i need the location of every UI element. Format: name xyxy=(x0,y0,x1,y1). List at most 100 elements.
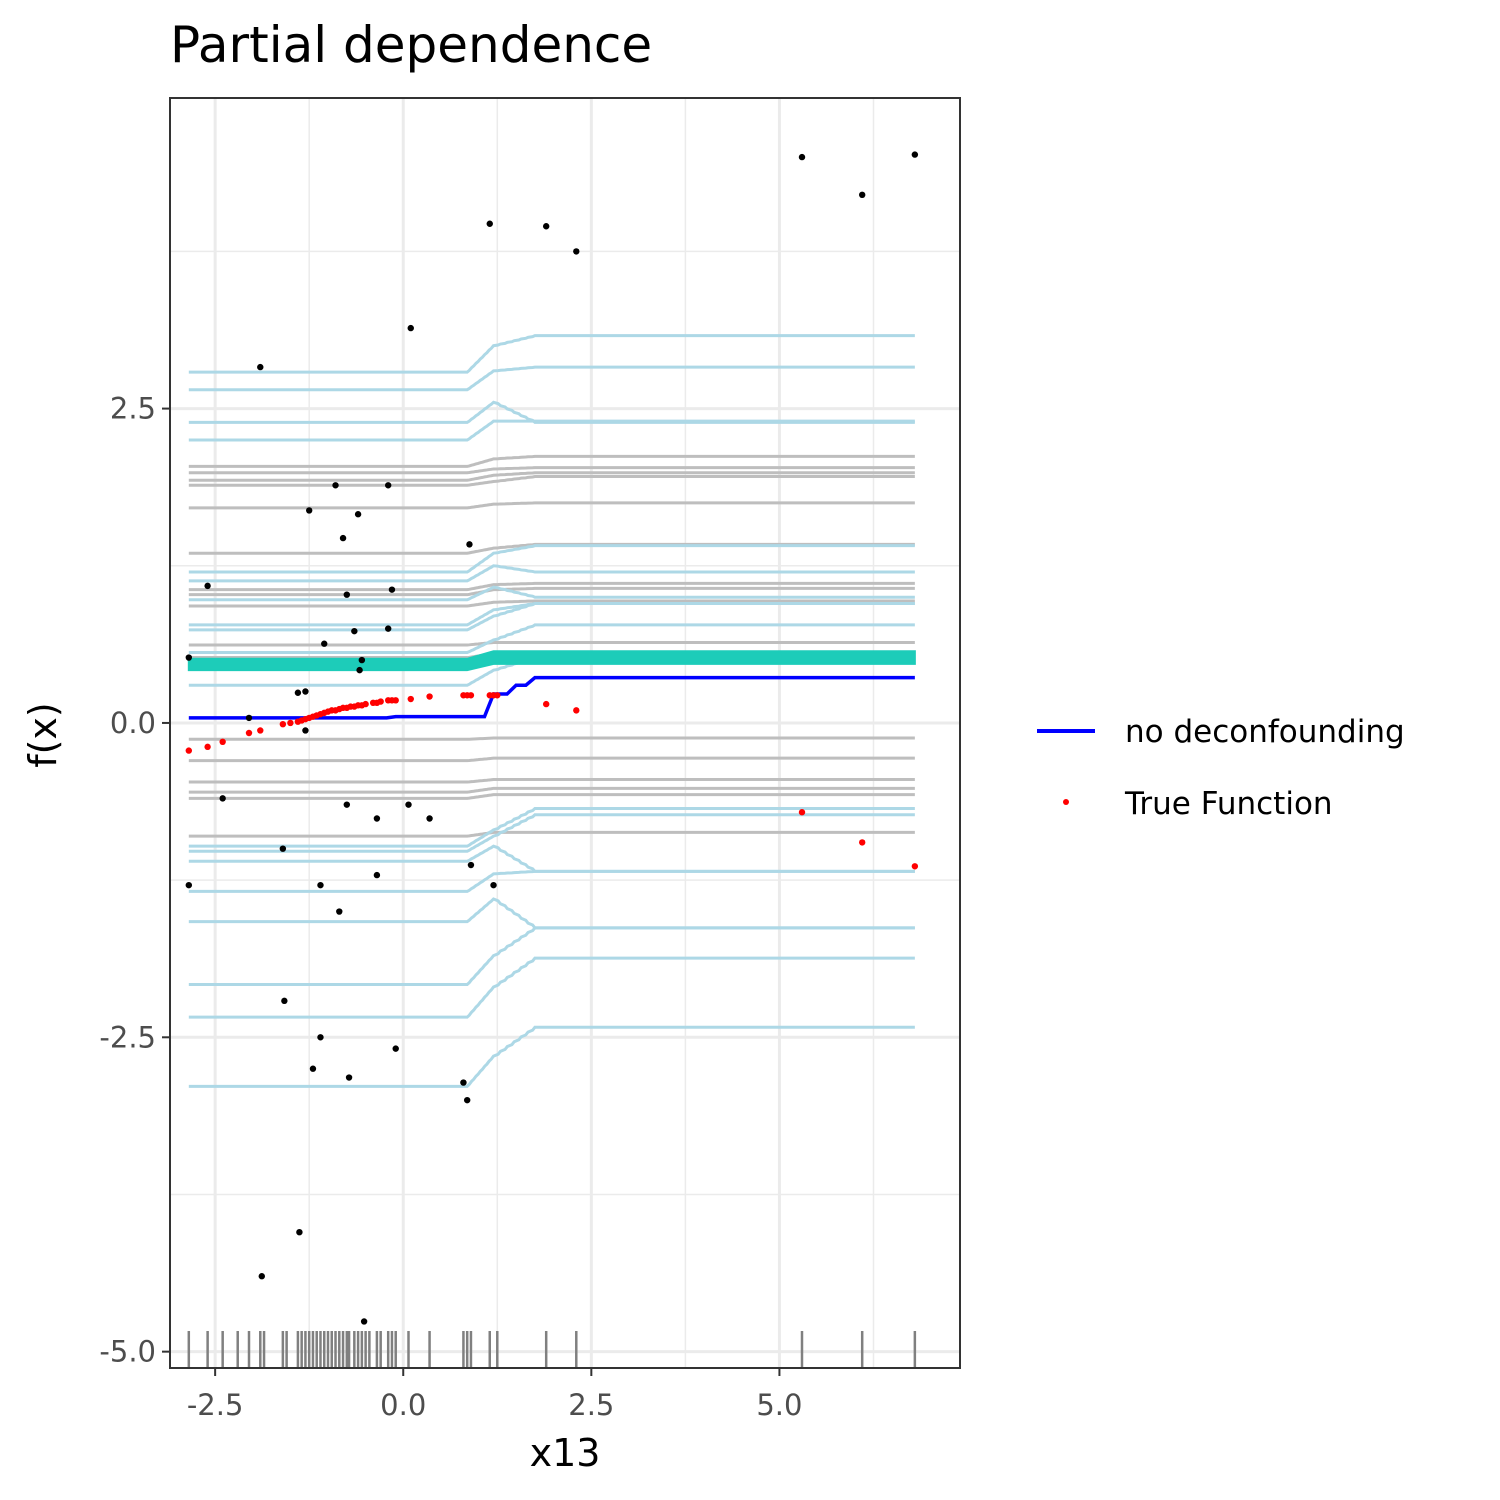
observation-point xyxy=(542,223,550,230)
observation-point xyxy=(467,861,475,869)
observation-point xyxy=(336,908,343,915)
observation-point xyxy=(279,845,287,852)
observation-point xyxy=(351,627,358,635)
observation-point xyxy=(204,582,211,590)
observation-point xyxy=(486,220,493,227)
ice-curve-gray xyxy=(188,778,915,784)
true-function-point xyxy=(911,863,919,870)
ice-curve-light xyxy=(188,365,915,392)
legend-label-true-function: True Function xyxy=(1124,786,1333,822)
ice-curve-light xyxy=(188,806,915,848)
ice-curve-gray xyxy=(188,474,915,487)
ice-curve-light xyxy=(188,926,915,986)
true-function-point xyxy=(245,729,253,737)
x-tick-label: -2.5 xyxy=(187,1388,244,1422)
true-function-point xyxy=(257,727,264,734)
observation-point xyxy=(281,997,288,1005)
observation-point xyxy=(185,881,193,889)
ice-curve-gray xyxy=(188,786,915,794)
observation-point xyxy=(258,1273,265,1280)
ice-curve-light xyxy=(188,585,915,602)
legend: no deconfounding True Function xyxy=(1037,714,1405,822)
ice-curve-light xyxy=(188,400,915,424)
observation-point xyxy=(245,714,253,722)
observation-point xyxy=(309,1065,317,1072)
y-axis-title: f(x) xyxy=(21,702,65,768)
ice-curve-gray xyxy=(188,586,915,597)
ice-curve-light xyxy=(188,564,915,583)
x-tick-label: 2.5 xyxy=(568,1388,614,1422)
true-function-point xyxy=(426,693,433,700)
observation-point xyxy=(185,654,193,661)
ice-curve-light xyxy=(188,623,915,655)
true-function-point xyxy=(392,697,399,704)
y-axis-ticks: -5.0 -2.5 0.0 2.5 xyxy=(99,392,170,1369)
true-function-point xyxy=(858,839,866,846)
true-function-point xyxy=(287,719,294,727)
observation-point xyxy=(373,815,381,822)
observation-point xyxy=(490,881,497,889)
ice-curve-light xyxy=(188,844,915,873)
ice-curve-gray xyxy=(188,454,915,468)
ice-curve-light xyxy=(188,334,915,374)
ice-curves-light xyxy=(188,334,915,1088)
ice-curve-light xyxy=(188,601,915,627)
true-function-point xyxy=(219,738,226,746)
observation-point xyxy=(356,666,363,674)
y-tick-label: -2.5 xyxy=(99,1020,156,1054)
legend-label-no-deconfounding: no deconfounding xyxy=(1125,714,1405,750)
ice-curve-gray xyxy=(188,640,915,647)
ice-curve-light xyxy=(188,897,915,930)
plot-panel xyxy=(169,97,961,1369)
x-axis-title: x13 xyxy=(530,1431,601,1475)
true-function-point xyxy=(407,695,414,703)
observation-point xyxy=(384,482,392,489)
observation-point xyxy=(798,153,806,161)
observation-point xyxy=(466,541,473,548)
true-function-point xyxy=(494,692,501,699)
observation-point xyxy=(345,1074,353,1081)
ice-curve-gray xyxy=(188,830,915,838)
ice-curve-gray xyxy=(188,793,915,800)
observation-point xyxy=(573,248,580,255)
observation-point xyxy=(317,1034,324,1041)
observation-point xyxy=(460,1079,467,1086)
ice-curve-light xyxy=(188,419,915,442)
pd-band xyxy=(187,650,916,672)
ice-curve-light xyxy=(188,1025,915,1088)
ice-curve-light xyxy=(188,544,915,574)
true-function-point xyxy=(362,700,369,708)
observation-point xyxy=(305,507,313,514)
panel-border xyxy=(169,97,961,1369)
observation-point xyxy=(321,640,328,647)
ice-curve-gray xyxy=(188,756,915,763)
pd-band-layer xyxy=(187,650,916,672)
true-function-point xyxy=(185,747,193,754)
observation-point xyxy=(317,881,324,889)
ice-curve-light xyxy=(188,956,915,1019)
observation-point xyxy=(296,1228,303,1236)
true-function-point xyxy=(467,692,475,699)
x-tick-label: 5.0 xyxy=(756,1388,802,1422)
ice-curve-gray xyxy=(188,599,915,608)
observation-point xyxy=(911,151,919,158)
observation-point xyxy=(392,1045,399,1052)
true-function-point xyxy=(573,707,580,714)
panel-background xyxy=(170,98,960,1368)
observation-point xyxy=(405,801,412,808)
x-axis-ticks: -2.5 0.0 2.5 5.0 xyxy=(187,1368,802,1422)
observation-point xyxy=(219,795,226,802)
observation-points xyxy=(185,151,919,1325)
observation-point xyxy=(343,591,351,598)
ice-curve-light xyxy=(188,601,915,632)
observation-point xyxy=(373,871,381,879)
observation-point xyxy=(358,656,366,664)
ice-curve-light xyxy=(188,813,915,853)
observation-point xyxy=(407,324,414,332)
observation-point xyxy=(360,1318,368,1325)
observation-point xyxy=(426,815,433,822)
rug-marks xyxy=(187,1331,917,1367)
ice-curve-light xyxy=(188,869,915,893)
true-function-point xyxy=(542,700,550,708)
observation-point xyxy=(388,586,396,593)
